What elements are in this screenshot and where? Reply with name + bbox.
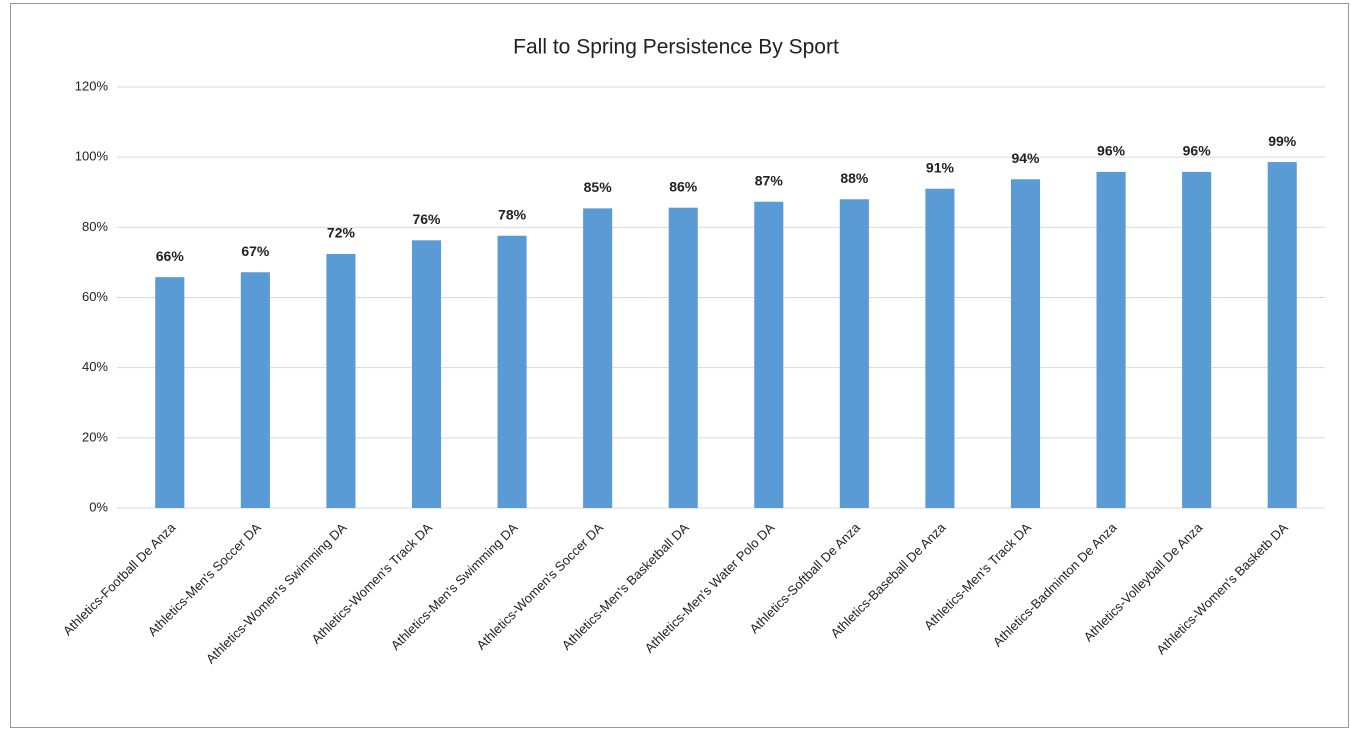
y-tick-label: 40% bbox=[82, 359, 108, 374]
bar bbox=[925, 188, 955, 508]
data-label: 99% bbox=[1268, 133, 1297, 149]
bar bbox=[155, 277, 185, 508]
bar bbox=[839, 199, 869, 508]
bar bbox=[497, 235, 527, 508]
data-label: 78% bbox=[498, 206, 527, 222]
data-label: 96% bbox=[1097, 143, 1126, 159]
data-label: 96% bbox=[1183, 143, 1212, 159]
data-label: 72% bbox=[327, 225, 356, 241]
data-label: 66% bbox=[156, 248, 185, 264]
data-label: 91% bbox=[926, 159, 955, 175]
data-label: 88% bbox=[840, 170, 869, 186]
data-label: 86% bbox=[669, 178, 698, 194]
y-tick-label: 80% bbox=[82, 219, 108, 234]
data-label: 67% bbox=[241, 243, 270, 259]
bar bbox=[1182, 171, 1212, 508]
bar bbox=[326, 253, 356, 508]
bar bbox=[1010, 179, 1041, 508]
data-label: 87% bbox=[755, 172, 784, 188]
chart-title: Fall to Spring Persistence By Sport bbox=[513, 36, 839, 59]
data-label: 85% bbox=[584, 179, 613, 195]
bar bbox=[411, 240, 442, 509]
bar bbox=[1267, 162, 1297, 508]
y-tick-label: 100% bbox=[75, 149, 109, 164]
bar bbox=[1096, 171, 1126, 508]
bar bbox=[240, 272, 270, 508]
y-tick-label: 0% bbox=[89, 499, 108, 514]
bar bbox=[754, 201, 784, 508]
y-tick-label: 60% bbox=[82, 289, 108, 304]
bar bbox=[668, 207, 698, 509]
y-tick-label: 20% bbox=[82, 429, 108, 444]
data-label: 94% bbox=[1011, 150, 1040, 166]
y-tick-label: 120% bbox=[75, 78, 109, 93]
data-label: 76% bbox=[412, 211, 441, 227]
bar bbox=[583, 208, 613, 508]
